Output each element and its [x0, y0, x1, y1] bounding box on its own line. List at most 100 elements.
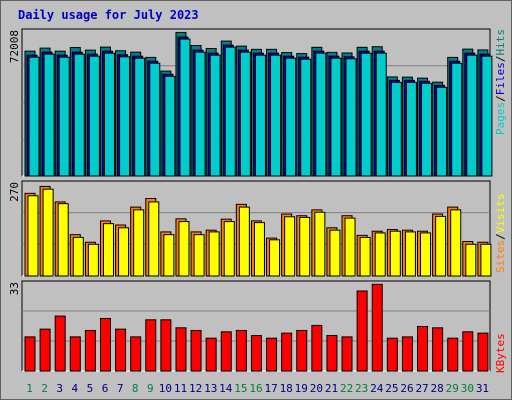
bar-pages-day-13 [209, 54, 221, 177]
day-label-9: 9 [147, 382, 154, 395]
legend-sites: Sites [494, 240, 507, 273]
bar-pages-day-18 [285, 57, 297, 177]
bar-pages-day-31 [481, 55, 493, 177]
day-label-29: 29 [446, 382, 459, 395]
legend-separator: / [494, 233, 507, 240]
bar-sites-day-8 [133, 209, 145, 277]
bar-sites-day-21 [329, 229, 341, 277]
day-label-16: 16 [249, 382, 262, 395]
bar-kbytes-day-27 [417, 325, 429, 372]
bar-kbytes-day-9 [145, 319, 157, 372]
panel-kbytes-max-label: 33 [8, 282, 21, 295]
bar-kbytes-day-7 [115, 328, 127, 372]
bar-kbytes-day-1 [24, 336, 36, 372]
legend-visits: Visits [494, 194, 507, 234]
bar-sites-day-28 [435, 215, 447, 277]
bar-sites-day-4 [72, 236, 84, 277]
bar-pages-day-4 [73, 53, 85, 177]
bar-kbytes-day-6 [99, 317, 111, 372]
bar-kbytes-day-16 [250, 335, 262, 372]
bar-pages-day-29 [451, 62, 463, 177]
bar-kbytes-day-19 [296, 329, 308, 372]
bar-sites-day-3 [57, 203, 69, 277]
day-label-23: 23 [355, 382, 368, 395]
day-label-1: 1 [26, 382, 33, 395]
legend-separator: / [494, 56, 507, 63]
bar-kbytes-day-18 [281, 332, 293, 372]
day-label-20: 20 [310, 382, 323, 395]
bar-pages-day-14 [224, 46, 236, 177]
bar-kbytes-day-25 [386, 337, 398, 372]
bar-kbytes-day-22 [341, 336, 353, 372]
day-label-5: 5 [87, 382, 94, 395]
day-label-18: 18 [280, 382, 293, 395]
bar-kbytes-day-28 [432, 327, 444, 372]
bar-sites-day-23 [359, 236, 371, 277]
bar-sites-day-15 [238, 206, 250, 277]
legend-separator: / [494, 95, 507, 102]
chart-title: Daily usage for July 2023 [18, 8, 199, 22]
bar-pages-day-30 [466, 54, 478, 177]
panel-visits-legend: Sites/Visits [494, 194, 507, 274]
day-label-27: 27 [415, 382, 428, 395]
bar-pages-day-7 [119, 56, 131, 177]
bar-kbytes-day-3 [54, 315, 66, 372]
bar-sites-day-26 [404, 231, 416, 277]
day-label-21: 21 [325, 382, 338, 395]
bar-pages-day-6 [103, 52, 115, 177]
bar-sites-day-9 [148, 201, 160, 277]
bar-pages-day-20 [315, 52, 327, 177]
day-label-7: 7 [117, 382, 124, 395]
bar-pages-day-1 [28, 56, 40, 177]
day-label-15: 15 [234, 382, 247, 395]
day-label-19: 19 [295, 382, 308, 395]
bar-pages-day-8 [134, 57, 146, 177]
day-label-28: 28 [431, 382, 444, 395]
day-label-31: 31 [476, 382, 489, 395]
bar-pages-day-12 [194, 51, 206, 177]
bar-kbytes-day-24 [371, 283, 383, 372]
bar-kbytes-day-31 [477, 332, 489, 372]
bar-sites-day-1 [27, 195, 39, 277]
day-label-10: 10 [159, 382, 172, 395]
bar-pages-day-17 [270, 54, 282, 177]
bar-pages-day-27 [421, 82, 433, 177]
bar-kbytes-day-8 [130, 336, 142, 372]
day-label-11: 11 [174, 382, 187, 395]
bar-pages-day-26 [405, 81, 417, 177]
bar-pages-day-3 [58, 56, 70, 177]
day-label-13: 13 [204, 382, 217, 395]
day-label-25: 25 [385, 382, 398, 395]
bar-kbytes-day-20 [311, 324, 323, 372]
bar-sites-day-30 [465, 243, 477, 277]
day-label-14: 14 [219, 382, 233, 395]
bar-kbytes-day-5 [84, 329, 96, 372]
bar-pages-day-21 [330, 57, 342, 177]
bar-sites-day-25 [389, 230, 401, 277]
day-label-3: 3 [56, 382, 63, 395]
day-label-22: 22 [340, 382, 353, 395]
bar-sites-day-24 [374, 232, 386, 277]
bar-kbytes-day-4 [69, 336, 81, 372]
bar-kbytes-day-21 [326, 335, 338, 372]
bar-sites-day-6 [102, 223, 114, 277]
bar-kbytes-day-15 [235, 329, 247, 372]
bar-pages-day-11 [179, 38, 191, 177]
bar-sites-day-27 [420, 232, 432, 277]
bar-pages-day-25 [390, 81, 402, 177]
bar-pages-day-19 [300, 58, 312, 177]
bar-pages-day-9 [149, 62, 161, 177]
bar-pages-day-15 [239, 51, 251, 177]
bar-kbytes-day-26 [401, 336, 413, 372]
bar-kbytes-day-30 [462, 331, 474, 372]
bar-kbytes-day-13 [205, 337, 217, 372]
bar-sites-day-17 [269, 239, 281, 277]
bar-kbytes-day-14 [220, 331, 232, 372]
bar-sites-day-11 [178, 221, 190, 277]
bar-pages-day-2 [43, 53, 55, 177]
bar-pages-day-10 [164, 75, 176, 177]
bar-sites-day-18 [284, 216, 296, 277]
legend-hits: Hits [494, 29, 507, 56]
day-label-2: 2 [41, 382, 48, 395]
panel-visits-max-label: 270 [8, 182, 21, 202]
